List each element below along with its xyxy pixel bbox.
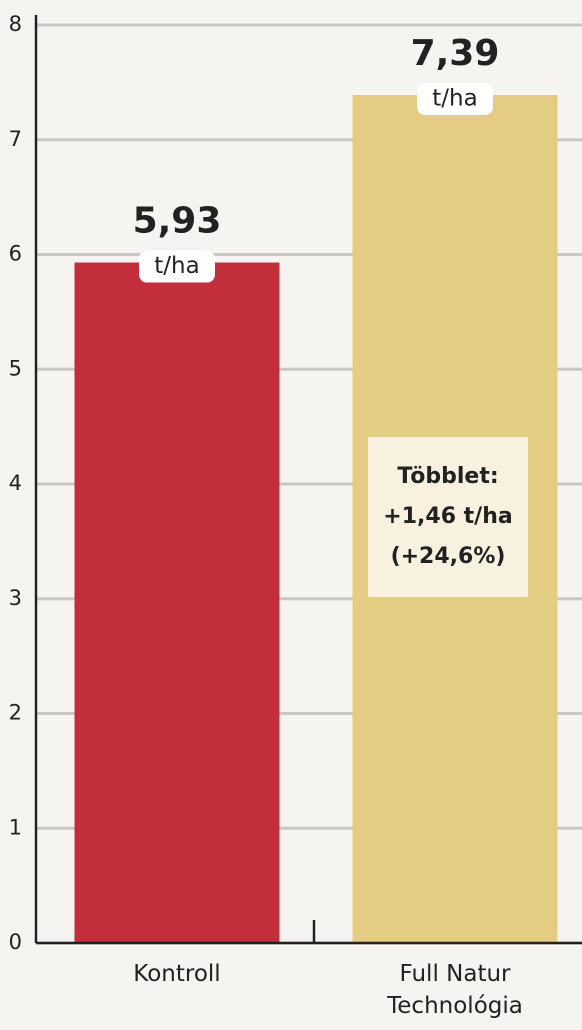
y-tick-label: 6	[9, 242, 22, 266]
x-tick-label: Kontroll	[92, 958, 262, 990]
y-tick-label: 5	[9, 356, 22, 380]
annotation: Többlet:	[397, 464, 498, 489]
y-tick-label: 8	[9, 12, 22, 36]
chart: 0 1 2 3 4 5 6 7 8 5,93 t/ha 7,39 t/ha Többlet: +1,46 t…	[0, 0, 582, 1030]
value-label: 7,39	[411, 33, 500, 74]
page: 0 1 2 3 4 5 6 7 8 5,93 t/ha 7,39 t/ha Többlet: +1,46 t…	[0, 0, 582, 1030]
annotation: +1,46 t/ha	[383, 504, 512, 529]
unit-label: t/ha	[154, 253, 199, 279]
value-label: 5,93	[133, 201, 222, 242]
annotation: (+24,6%)	[391, 544, 506, 569]
y-tick-label: 0	[9, 930, 22, 954]
y-tick-label: 7	[9, 127, 22, 151]
y-tick-label: 1	[9, 815, 22, 839]
y-tick-label: 4	[9, 471, 22, 495]
y-tick-label: 3	[9, 586, 22, 610]
x-tick-label: Full Natur Technológia	[370, 958, 540, 1022]
bar	[75, 263, 280, 943]
unit-label: t/ha	[432, 85, 477, 111]
y-tick-label: 2	[9, 701, 22, 725]
